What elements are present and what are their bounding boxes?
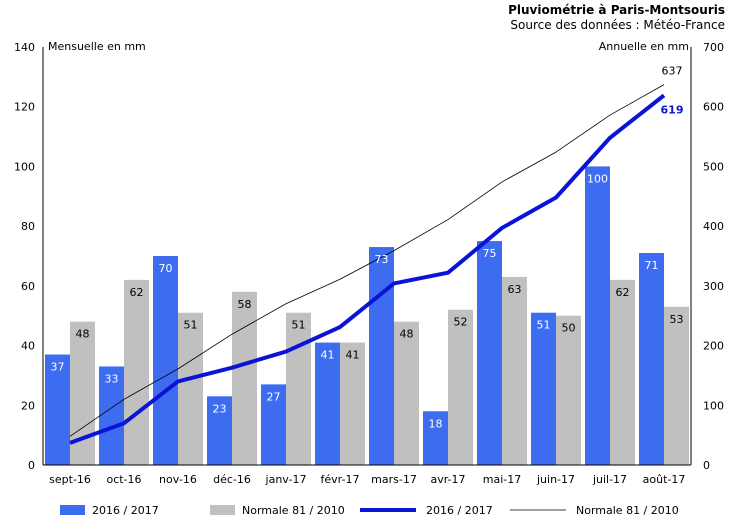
bar-value-label: 100 <box>587 172 608 185</box>
y-right-tick-label: 100 <box>703 399 724 412</box>
bar-value-label: 23 <box>213 402 227 415</box>
bar <box>664 306 689 465</box>
bar-value-label: 51 <box>184 319 198 332</box>
x-tick-label: août-17 <box>643 473 686 486</box>
x-tick-label: juin-17 <box>536 473 575 486</box>
bar <box>99 366 124 465</box>
x-tick-label: mars-17 <box>371 473 417 486</box>
y-right-tick-label: 0 <box>703 459 710 472</box>
bar-value-label: 41 <box>346 349 360 362</box>
y-left-tick-label: 60 <box>21 280 35 293</box>
bar <box>369 247 394 465</box>
x-tick-label: juil-17 <box>592 473 627 486</box>
bar <box>556 315 581 465</box>
series-line <box>69 93 666 445</box>
left-axis-title: Mensuelle en mm <box>48 40 146 53</box>
x-tick-label: oct-16 <box>106 473 141 486</box>
series-line <box>69 84 665 437</box>
bar-value-label: 51 <box>537 319 551 332</box>
bar <box>477 241 502 465</box>
x-tick-label: janv-17 <box>265 473 307 486</box>
bar <box>45 354 70 465</box>
bar-value-label: 62 <box>616 286 630 299</box>
bar <box>207 396 232 465</box>
bar <box>340 342 365 465</box>
y-left-tick-label: 20 <box>21 399 35 412</box>
bar-value-label: 75 <box>483 247 497 260</box>
bar-value-label: 53 <box>670 313 684 326</box>
y-right-tick-label: 700 <box>703 41 724 54</box>
y-right-tick-label: 200 <box>703 340 724 353</box>
line-end-label: 619 <box>661 103 684 116</box>
bar-value-label: 27 <box>267 390 281 403</box>
bar <box>261 384 286 465</box>
bar <box>531 312 556 465</box>
legend-label: 2016 / 2017 <box>426 504 493 517</box>
bar <box>232 291 257 465</box>
bar-value-label: 48 <box>76 328 90 341</box>
line-end-label: 637 <box>662 65 683 78</box>
bar-value-label: 50 <box>562 322 576 335</box>
y-left-tick-label: 0 <box>28 459 35 472</box>
bar <box>153 256 178 465</box>
y-right-tick-label: 500 <box>703 160 724 173</box>
bar-value-label: 51 <box>292 319 306 332</box>
bar <box>394 321 419 465</box>
bar-value-label: 71 <box>645 259 659 272</box>
x-tick-label: avr-17 <box>430 473 465 486</box>
x-tick-label: nov-16 <box>159 473 197 486</box>
bar-value-label: 48 <box>400 328 414 341</box>
bar-value-label: 58 <box>238 298 252 311</box>
bar-value-label: 18 <box>429 417 443 430</box>
right-axis-title: Annuelle en mm <box>599 40 689 53</box>
x-tick-label: mai-17 <box>483 473 521 486</box>
bar-value-label: 70 <box>159 262 173 275</box>
bar <box>124 279 149 465</box>
bar-value-label: 37 <box>51 361 65 374</box>
y-left-tick-label: 40 <box>21 340 35 353</box>
x-tick-label: déc-16 <box>213 473 251 486</box>
x-tick-label: sept-16 <box>49 473 91 486</box>
legend-label: Normale 81 / 2010 <box>576 504 679 517</box>
legend-label: 2016 / 2017 <box>92 504 159 517</box>
y-left-tick-label: 100 <box>14 160 35 173</box>
y-right-tick-label: 600 <box>703 101 724 114</box>
bar-value-label: 63 <box>508 283 522 296</box>
bar <box>178 312 203 465</box>
y-right-tick-label: 300 <box>703 280 724 293</box>
legend-swatch <box>210 505 235 515</box>
bar <box>502 276 527 465</box>
legend-label: Normale 81 / 2010 <box>242 504 345 517</box>
bar-value-label: 73 <box>375 253 389 266</box>
chart-subtitle: Source des données : Météo-France <box>510 18 725 32</box>
bar <box>639 253 664 465</box>
bar <box>423 411 448 465</box>
bar-value-label: 52 <box>454 316 468 329</box>
bar <box>448 309 473 465</box>
y-left-tick-label: 80 <box>21 220 35 233</box>
legend-swatch <box>60 505 85 515</box>
bar-value-label: 62 <box>130 286 144 299</box>
chart-title: Pluviométrie à Paris-Montsouris <box>508 3 725 17</box>
y-left-tick-label: 120 <box>14 101 35 114</box>
bar-value-label: 41 <box>321 349 335 362</box>
y-right-tick-label: 400 <box>703 220 724 233</box>
bar <box>585 166 610 465</box>
y-left-tick-label: 140 <box>14 41 35 54</box>
bar-value-label: 33 <box>105 372 119 385</box>
bar <box>610 279 635 465</box>
bar <box>286 312 311 465</box>
x-tick-label: févr-17 <box>321 473 360 486</box>
bar <box>315 342 340 465</box>
